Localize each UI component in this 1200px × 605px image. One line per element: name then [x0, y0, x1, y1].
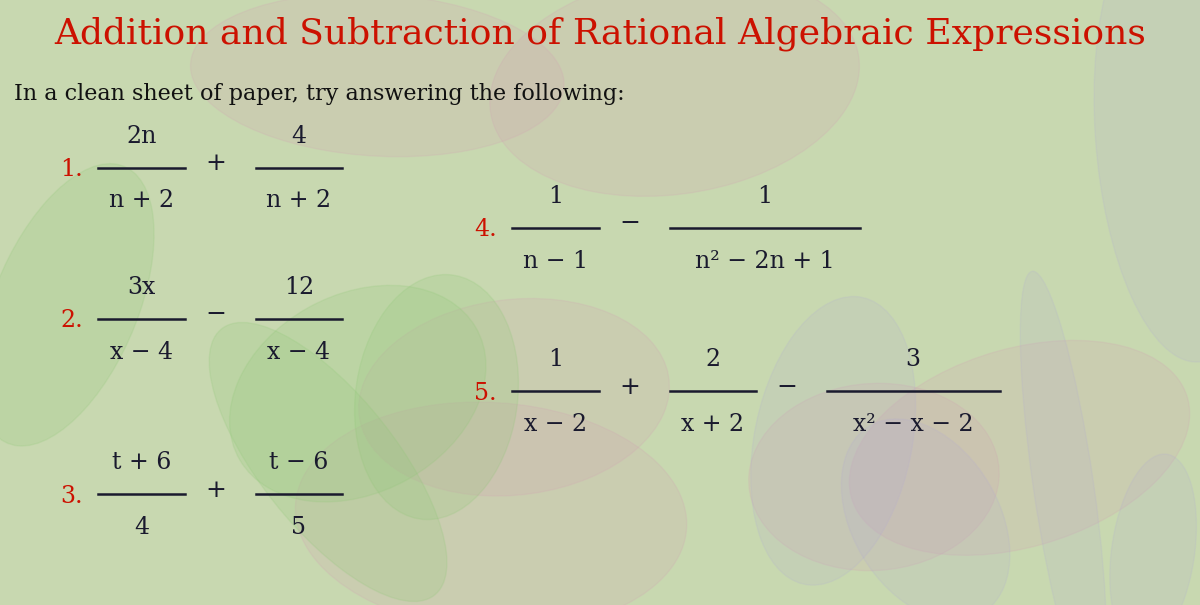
- Text: 2: 2: [706, 348, 720, 371]
- Text: x − 4: x − 4: [110, 341, 173, 364]
- Ellipse shape: [359, 298, 670, 496]
- Text: In a clean sheet of paper, try answering the following:: In a clean sheet of paper, try answering…: [14, 83, 625, 105]
- Text: 1: 1: [548, 348, 563, 371]
- Ellipse shape: [354, 275, 518, 520]
- Text: +: +: [205, 479, 227, 502]
- Text: 12: 12: [283, 276, 314, 299]
- Text: 2n: 2n: [126, 125, 157, 148]
- Ellipse shape: [1110, 454, 1196, 605]
- Text: n − 1: n − 1: [523, 250, 588, 273]
- Ellipse shape: [850, 341, 1189, 555]
- Text: −: −: [205, 303, 227, 326]
- Text: 4: 4: [134, 516, 149, 539]
- Ellipse shape: [209, 322, 446, 601]
- Ellipse shape: [1020, 271, 1106, 605]
- Text: +: +: [619, 376, 641, 399]
- Ellipse shape: [490, 0, 859, 197]
- Text: 3.: 3.: [60, 485, 83, 508]
- Text: 2.: 2.: [60, 309, 83, 332]
- Ellipse shape: [751, 296, 916, 585]
- Text: t − 6: t − 6: [269, 451, 329, 474]
- Text: 1.: 1.: [60, 158, 83, 181]
- Text: 4: 4: [292, 125, 306, 148]
- Text: x − 4: x − 4: [268, 341, 330, 364]
- Text: n + 2: n + 2: [109, 189, 174, 212]
- Text: Addition and Subtraction of Rational Algebraic Expressions: Addition and Subtraction of Rational Alg…: [54, 16, 1146, 51]
- Text: +: +: [205, 152, 227, 175]
- Text: n² − 2n + 1: n² − 2n + 1: [695, 250, 834, 273]
- Text: 4.: 4.: [474, 218, 497, 241]
- Text: n + 2: n + 2: [266, 189, 331, 212]
- Ellipse shape: [749, 384, 1000, 571]
- Text: x − 2: x − 2: [524, 413, 587, 436]
- Text: 5: 5: [292, 516, 306, 539]
- Ellipse shape: [191, 0, 564, 157]
- Text: x + 2: x + 2: [682, 413, 744, 436]
- Text: 1: 1: [757, 185, 773, 208]
- Ellipse shape: [295, 402, 686, 605]
- Text: 3: 3: [906, 348, 920, 371]
- Ellipse shape: [841, 419, 1010, 605]
- Text: −: −: [619, 212, 641, 235]
- Ellipse shape: [1094, 0, 1200, 362]
- Text: 5.: 5.: [474, 382, 497, 405]
- Text: −: −: [776, 376, 798, 399]
- Text: 3x: 3x: [127, 276, 156, 299]
- Ellipse shape: [0, 164, 154, 446]
- Text: 1: 1: [548, 185, 563, 208]
- Ellipse shape: [229, 286, 486, 502]
- Text: x² − x − 2: x² − x − 2: [853, 413, 973, 436]
- Text: t + 6: t + 6: [112, 451, 172, 474]
